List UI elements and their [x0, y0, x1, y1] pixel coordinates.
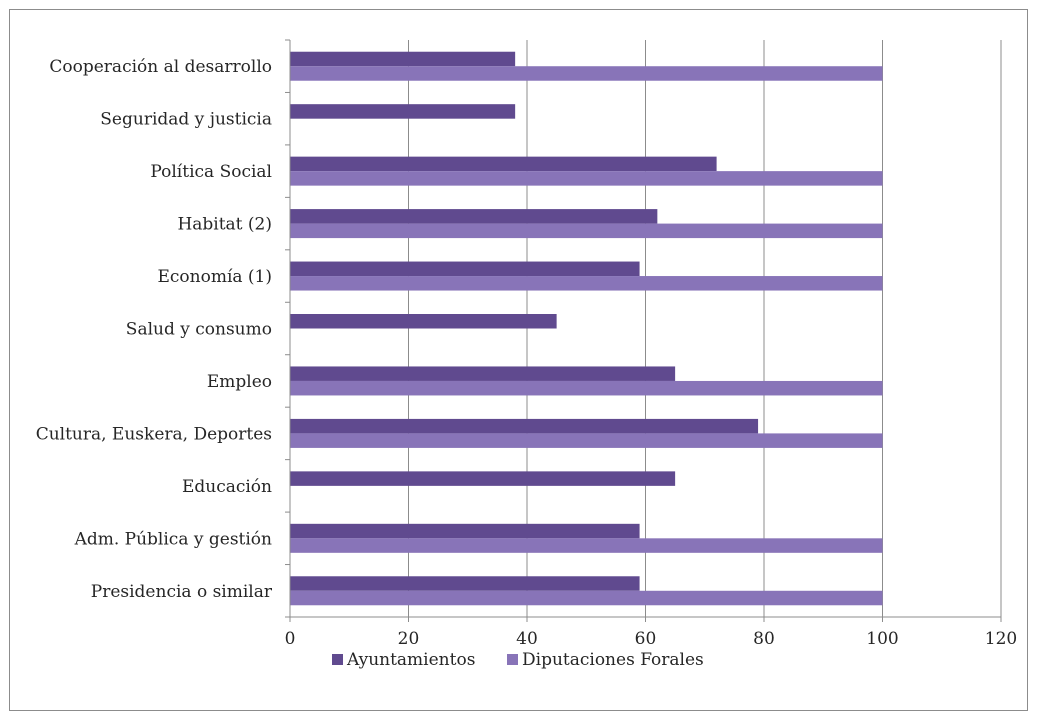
category-label: Economía (1) — [157, 267, 272, 287]
x-tick-label: 120 — [985, 629, 1017, 649]
category-label: Educación — [182, 477, 272, 497]
bar-ayuntamientos — [290, 523, 640, 539]
bars — [290, 51, 883, 606]
bar-diputaciones-forales — [290, 590, 883, 606]
x-tick-label: 0 — [285, 629, 296, 649]
legend: Ayuntamientos Diputaciones Forales — [332, 650, 704, 670]
bar-diputaciones-forales — [290, 223, 883, 239]
bar-diputaciones-forales — [290, 380, 883, 396]
bar-ayuntamientos — [290, 104, 516, 119]
bar-diputaciones-forales — [290, 66, 883, 81]
bar-ayuntamientos — [290, 576, 640, 591]
category-label: Cooperación al desarrollo — [49, 57, 272, 77]
legend-swatch — [332, 654, 343, 665]
category-label: Política Social — [150, 162, 272, 182]
legend-entry-diputaciones-forales: Diputaciones Forales — [522, 650, 704, 670]
bar-diputaciones-forales — [290, 433, 883, 448]
bar-ayuntamientos — [290, 314, 557, 329]
category-label: Habitat (2) — [177, 215, 272, 235]
bar-ayuntamientos — [290, 209, 658, 224]
category-labels: Cooperación al desarrollo Seguridad y jus… — [36, 57, 273, 602]
category-label: Presidencia o similar — [91, 582, 273, 602]
x-tick-label: 20 — [398, 629, 420, 649]
bar-ayuntamientos — [290, 471, 676, 486]
x-tick-label: 100 — [866, 629, 898, 649]
x-tick-labels: 0 20 40 60 80 100 120 — [285, 629, 1018, 649]
x-tick-label: 40 — [516, 629, 538, 649]
bar-ayuntamientos — [290, 261, 640, 277]
category-label: Adm. Pública y gestión — [74, 529, 272, 549]
chart-frame: Cooperación al desarrollo Seguridad y jus… — [9, 9, 1028, 711]
x-tick-label: 60 — [635, 629, 657, 649]
legend-swatch — [507, 654, 518, 665]
bar-ayuntamientos — [290, 156, 717, 172]
legend-entry-ayuntamientos: Ayuntamientos — [346, 650, 475, 670]
bar-diputaciones-forales — [290, 171, 883, 186]
bar-ayuntamientos — [290, 418, 759, 434]
bar-chart: Cooperación al desarrollo Seguridad y jus… — [36, 39, 1018, 670]
bar-diputaciones-forales — [290, 276, 883, 291]
category-label: Cultura, Euskera, Deportes — [36, 424, 272, 444]
x-tick-label: 80 — [753, 629, 775, 649]
category-label: Salud y consumo — [126, 320, 272, 340]
category-label: Empleo — [207, 372, 272, 392]
gridlines — [408, 40, 1002, 617]
axes — [285, 39, 1002, 622]
bar-ayuntamientos — [290, 366, 676, 381]
category-label: Seguridad y justicia — [100, 110, 272, 130]
bar-ayuntamientos — [290, 51, 516, 67]
bar-diputaciones-forales — [290, 538, 883, 553]
